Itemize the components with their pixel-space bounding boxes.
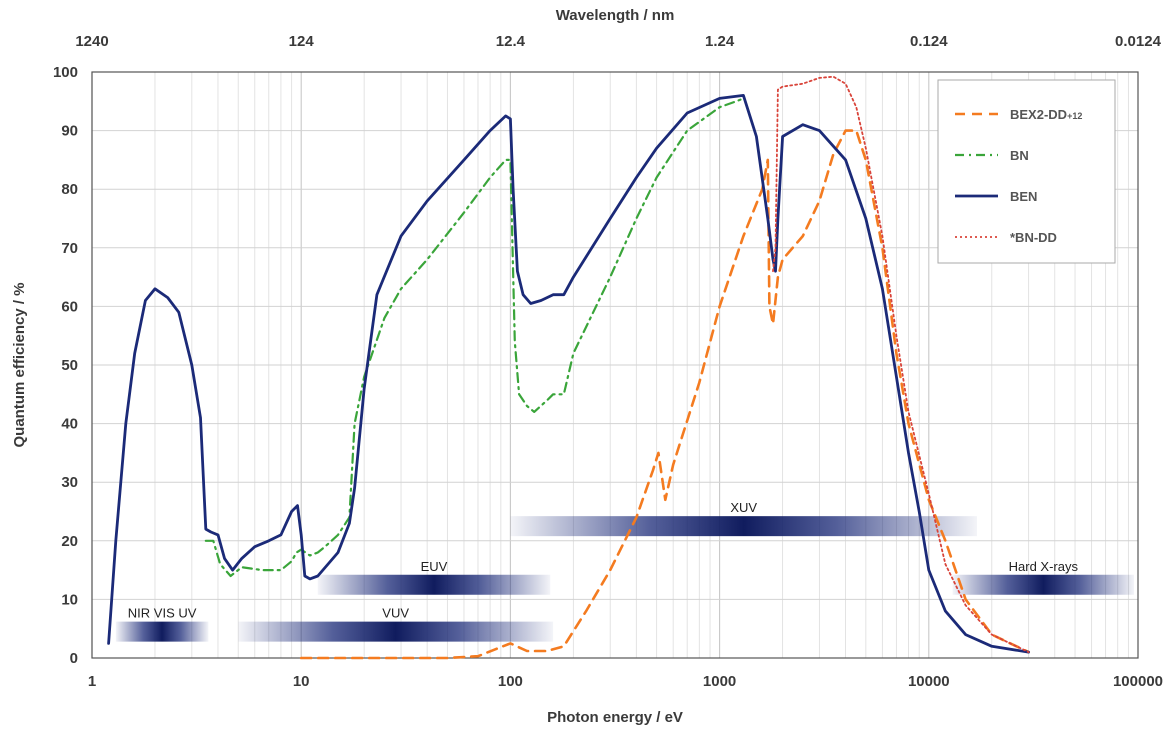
legend-label-suffix: +12 bbox=[1067, 111, 1082, 121]
x-tick-label: 100000 bbox=[1113, 673, 1163, 690]
top-tick-label: 0.124 bbox=[910, 33, 948, 50]
series-line bbox=[772, 75, 1030, 653]
series-lines bbox=[107, 75, 1030, 660]
top-tick-label: 0.0124 bbox=[1115, 33, 1162, 50]
y-tick-label: 60 bbox=[61, 298, 78, 315]
top-axis-title: Wavelength / nm bbox=[556, 7, 675, 24]
y-tick-label: 0 bbox=[70, 650, 78, 667]
band-label: NIR VIS UV bbox=[128, 606, 197, 621]
x-axis-title: Photon energy / eV bbox=[547, 709, 683, 726]
band-bar bbox=[952, 574, 1134, 595]
x-tick-label: 10 bbox=[293, 673, 310, 690]
x-tick-label: 100 bbox=[498, 673, 523, 690]
x-tick-label: 1 bbox=[88, 673, 96, 690]
y-tick-label: 40 bbox=[61, 416, 78, 433]
plot-frame bbox=[91, 71, 1139, 659]
top-tick-label: 124 bbox=[289, 33, 315, 50]
legend: BEX2-DD+12 BN BEN *BN-DD bbox=[937, 79, 1116, 264]
y-tick-label: 10 bbox=[61, 591, 78, 608]
band-bar bbox=[510, 516, 978, 537]
series-line bbox=[204, 97, 745, 578]
grid bbox=[91, 72, 1138, 658]
band-bar bbox=[238, 621, 554, 642]
y-tick-label: 50 bbox=[61, 357, 78, 374]
y-tick-label: 80 bbox=[61, 181, 78, 198]
top-tick-label: 12.4 bbox=[496, 33, 526, 50]
legend-label: BN bbox=[1010, 148, 1029, 163]
spectral-bands: NIR VIS UV VUV EUV XUV Hard X-rays bbox=[115, 500, 1134, 642]
band-label: EUV bbox=[421, 559, 448, 574]
series-line bbox=[107, 94, 1030, 654]
y-tick-label: 30 bbox=[61, 474, 78, 491]
y-tick-label: 90 bbox=[61, 123, 78, 140]
top-tick-label: 1.24 bbox=[705, 33, 735, 50]
legend-label: *BN-DD bbox=[1010, 230, 1057, 245]
legend-box bbox=[937, 79, 1116, 264]
y-axis-title: Quantum efficiency / % bbox=[11, 282, 28, 447]
legend-label: BEX2-DD+12 bbox=[1010, 107, 1082, 122]
x-tick-label: 1000 bbox=[703, 673, 736, 690]
band-label: VUV bbox=[382, 606, 409, 621]
top-tick-label: 1240 bbox=[75, 33, 108, 50]
band-label: XUV bbox=[730, 500, 757, 515]
y-tick-label: 100 bbox=[53, 64, 78, 81]
y-tick-label: 70 bbox=[61, 240, 78, 257]
band-bar bbox=[317, 574, 551, 595]
y-tick-label: 20 bbox=[61, 533, 78, 550]
band-bar bbox=[115, 621, 209, 642]
band-label: Hard X-rays bbox=[1009, 559, 1079, 574]
series-line bbox=[299, 129, 1030, 660]
x-tick-label: 10000 bbox=[908, 673, 950, 690]
legend-label: BEN bbox=[1010, 189, 1037, 204]
